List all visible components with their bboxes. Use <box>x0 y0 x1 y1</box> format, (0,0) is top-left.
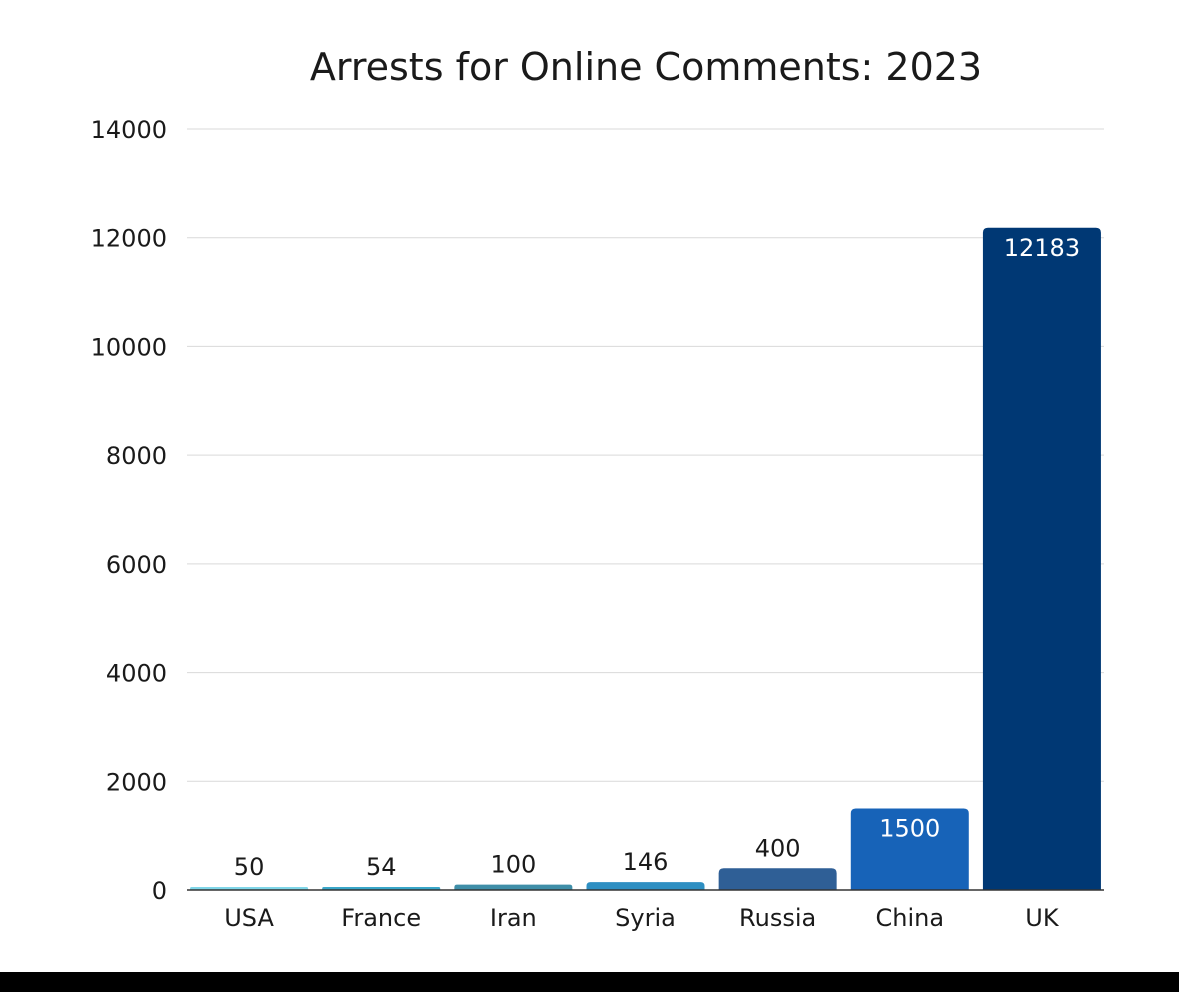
y-tick-label: 2000 <box>106 768 167 796</box>
x-tick-label: Russia <box>739 904 816 932</box>
bar-russia <box>718 868 837 890</box>
gridlines <box>187 128 1104 782</box>
y-tick-label: 6000 <box>106 551 167 579</box>
y-axis-ticks: 0 2000 4000 6000 8000 10000 12000 14000 <box>91 116 167 905</box>
bar-uk <box>982 227 1101 891</box>
y-tick-label: 12000 <box>91 225 167 253</box>
bar-syria <box>586 882 705 890</box>
x-tick-label: USA <box>224 904 274 932</box>
x-tick-label: China <box>876 904 945 932</box>
x-axis-ticks: USA France Iran Syria Russia China UK <box>224 904 1060 932</box>
bars <box>190 227 1101 891</box>
y-tick-label: 4000 <box>106 660 167 688</box>
chart-canvas: Arrests for Online Comments: 2023 0 2000 4… <box>0 0 1179 972</box>
y-tick-label: 14000 <box>91 116 167 144</box>
data-label: 12183 <box>1004 234 1080 262</box>
y-tick-label: 8000 <box>106 442 167 470</box>
data-label: 54 <box>366 853 397 881</box>
data-label: 50 <box>234 853 265 881</box>
bar-iran <box>454 884 573 890</box>
data-labels: 50 54 100 146 400 1500 12183 <box>234 234 1080 881</box>
data-label: 1500 <box>879 814 940 842</box>
x-tick-label: Iran <box>490 904 537 932</box>
x-tick-label: Syria <box>615 904 676 932</box>
data-label: 146 <box>623 848 669 876</box>
data-label: 400 <box>755 834 801 862</box>
bar-china <box>850 808 969 890</box>
y-tick-label: 10000 <box>91 333 167 361</box>
chart-title: Arrests for Online Comments: 2023 <box>310 45 982 89</box>
y-tick-label: 0 <box>152 877 167 905</box>
x-tick-label: France <box>341 904 421 932</box>
x-tick-label: UK <box>1025 904 1060 932</box>
data-label: 100 <box>490 851 536 879</box>
bar-chart: Arrests for Online Comments: 2023 0 2000 4… <box>91 45 1104 932</box>
